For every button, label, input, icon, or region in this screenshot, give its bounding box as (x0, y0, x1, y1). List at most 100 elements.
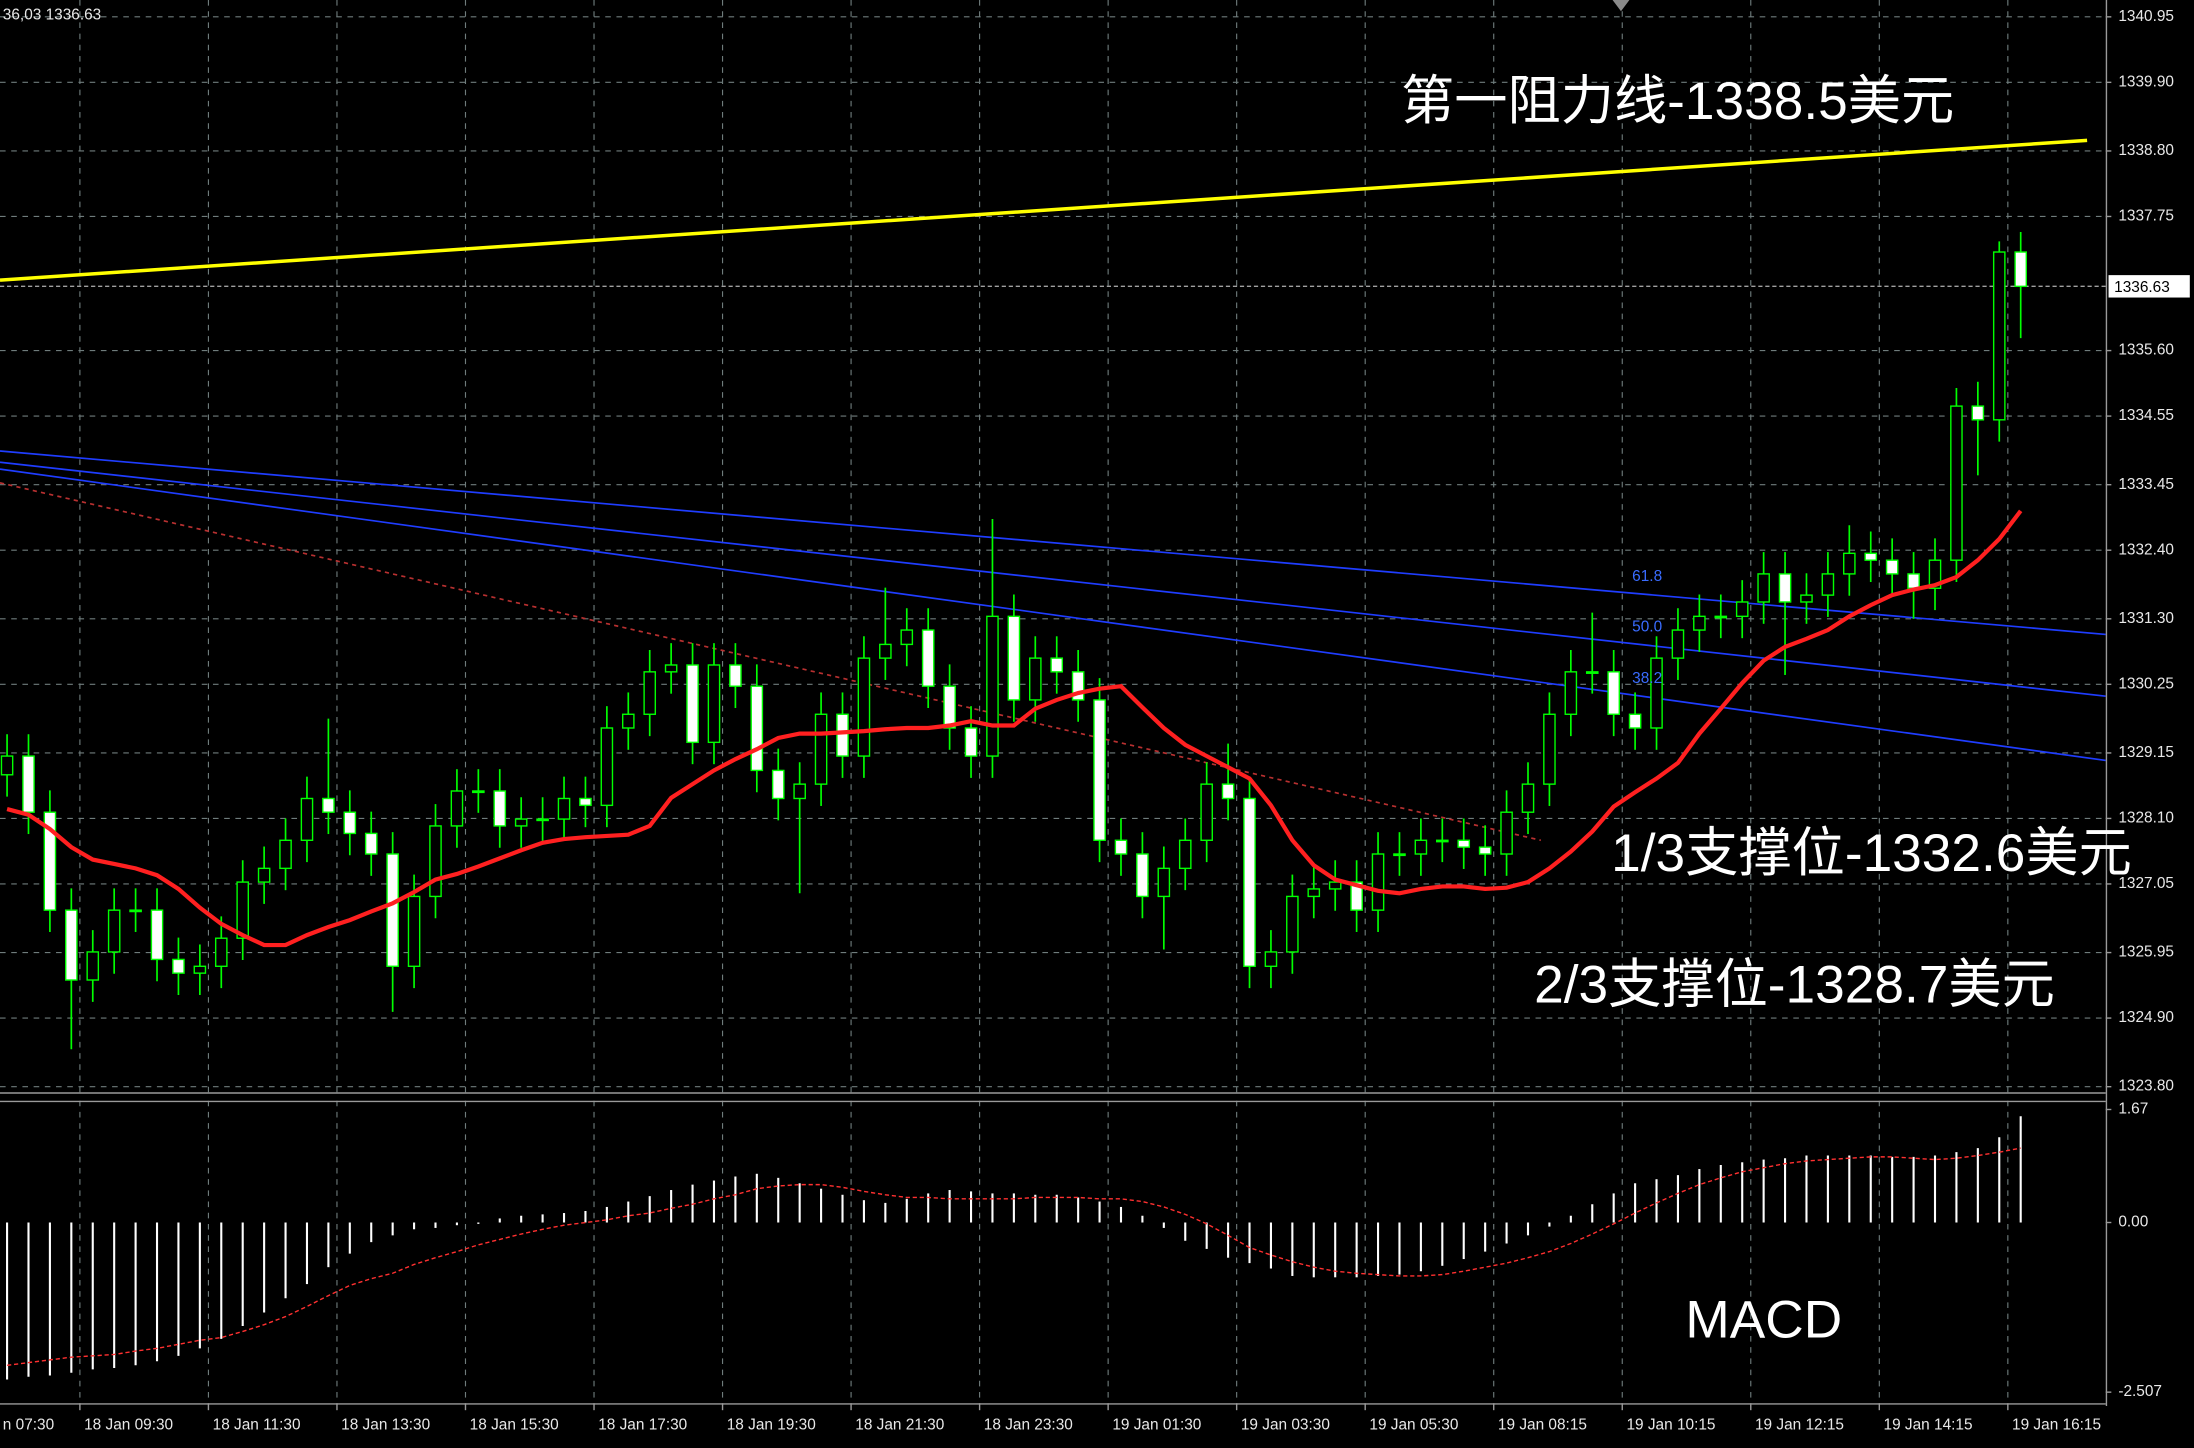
candle-body (300, 797, 314, 841)
trend-line (0, 482, 1542, 842)
candle-body (686, 664, 699, 744)
candle-body (750, 685, 764, 772)
candle-body (1864, 552, 1878, 561)
price-marker (2108, 275, 2190, 298)
candle-body (86, 951, 100, 981)
candle-body (1093, 699, 1106, 841)
candle-body (771, 769, 785, 800)
x-tick-label: 19 Jan 14:15 (1884, 1417, 1973, 1434)
trend-line (0, 138, 2088, 282)
candle-body (107, 909, 121, 953)
y-tick-label: 1325.95 (2118, 944, 2174, 961)
shift-marker (1612, 0, 1630, 12)
x-tick-label: n 07:30 (3, 1417, 54, 1434)
fib-label: 61.8 (1632, 568, 1662, 585)
candle-body (879, 643, 892, 659)
y-tick-label: 1.67 (2118, 1101, 2148, 1118)
candle-body (429, 825, 442, 898)
candle-body (729, 664, 742, 687)
candle-body (407, 895, 421, 967)
candle-body (22, 755, 35, 813)
candle-body (279, 839, 292, 870)
candle-body (1971, 405, 1985, 421)
x-tick-label: 18 Jan 13:30 (341, 1417, 430, 1434)
x-tick-label: 19 Jan 01:30 (1112, 1417, 1201, 1434)
candle-body (964, 727, 978, 757)
candle-body (707, 664, 721, 744)
candle-body (1521, 783, 1535, 813)
y-tick-label: 1340.95 (2118, 8, 2174, 25)
candle-body (343, 811, 357, 835)
candle-body (1543, 713, 1556, 785)
candle-body (1286, 895, 1299, 953)
x-tick-label: 18 Jan 17:30 (598, 1417, 687, 1434)
plot-layer (0, 0, 2112, 1411)
candle-body (1436, 839, 1449, 843)
x-tick-label: 18 Jan 15:30 (470, 1417, 559, 1434)
y-tick-label: 1327.05 (2118, 875, 2174, 892)
candle-body (986, 615, 999, 757)
candle-body (1628, 713, 1642, 729)
y-tick-label: 1338.80 (2118, 142, 2174, 159)
x-tick-label: 19 Jan 05:30 (1369, 1417, 1458, 1434)
candle-body (1907, 573, 1920, 589)
candle-body (1307, 888, 1321, 898)
candle-body (1671, 629, 1685, 659)
candle-body (214, 937, 228, 967)
candle-body (621, 713, 635, 729)
candle-body (493, 790, 507, 827)
trend-line (0, 450, 2106, 636)
candle-body (193, 965, 207, 974)
candle-body (65, 909, 78, 981)
candle-body (364, 832, 378, 855)
candle-body (1264, 951, 1278, 967)
candle-body (1200, 783, 1213, 841)
moving-average (6, 509, 2023, 948)
candle-body (1243, 797, 1256, 967)
candle-body (1757, 573, 1770, 603)
annotation: 第一阻力线-1338.5美元 (1401, 72, 1954, 131)
candle-body (1843, 552, 1856, 575)
y-tick-label: 1324.90 (2118, 1009, 2174, 1026)
candle-body (450, 790, 464, 827)
x-tick-label: 18 Jan 19:30 (727, 1417, 816, 1434)
x-tick-label: 18 Jan 11:30 (213, 1417, 301, 1434)
candle-body (257, 867, 271, 883)
candle-body (0, 755, 14, 776)
candle-body (2014, 251, 2027, 288)
candle-body (600, 727, 614, 807)
x-tick-label: 18 Jan 09:30 (84, 1417, 173, 1434)
candle-body (1500, 811, 1513, 855)
candle-body (1114, 839, 1128, 855)
indicator-label: MACD (1685, 1290, 1842, 1349)
candle-body (1607, 671, 1620, 715)
candle-body (1821, 573, 1835, 596)
candle-body (643, 671, 657, 715)
candle-body (1178, 839, 1192, 870)
y-tick-label: 1330.25 (2118, 675, 2174, 692)
candle-body (1928, 559, 1942, 589)
candle-body (1650, 657, 1663, 729)
candle-body (1136, 853, 1149, 898)
y-tick-label: 1339.90 (2118, 73, 2174, 90)
y-tick-label: 1331.30 (2118, 610, 2174, 627)
candle-body (1007, 615, 1021, 701)
candle-body (921, 629, 935, 687)
y-tick-label: 1334.55 (2118, 407, 2174, 424)
candle-body (514, 818, 528, 827)
candle-body (857, 657, 871, 757)
candle-body (1564, 671, 1578, 715)
corner-text: 36,03 1336.63 (3, 6, 101, 23)
candle-body (1735, 601, 1749, 618)
candle-body (43, 811, 57, 911)
candle-body (1714, 615, 1728, 619)
candle-body (793, 783, 806, 800)
trend-line (0, 461, 2106, 698)
y-tick-label: 0.00 (2118, 1214, 2148, 1231)
candle-body (943, 685, 956, 729)
candle-body (1992, 251, 2006, 421)
price-marker-label: 1336.63 (2114, 279, 2170, 296)
candle-body (900, 629, 914, 646)
candle-body (236, 881, 250, 939)
